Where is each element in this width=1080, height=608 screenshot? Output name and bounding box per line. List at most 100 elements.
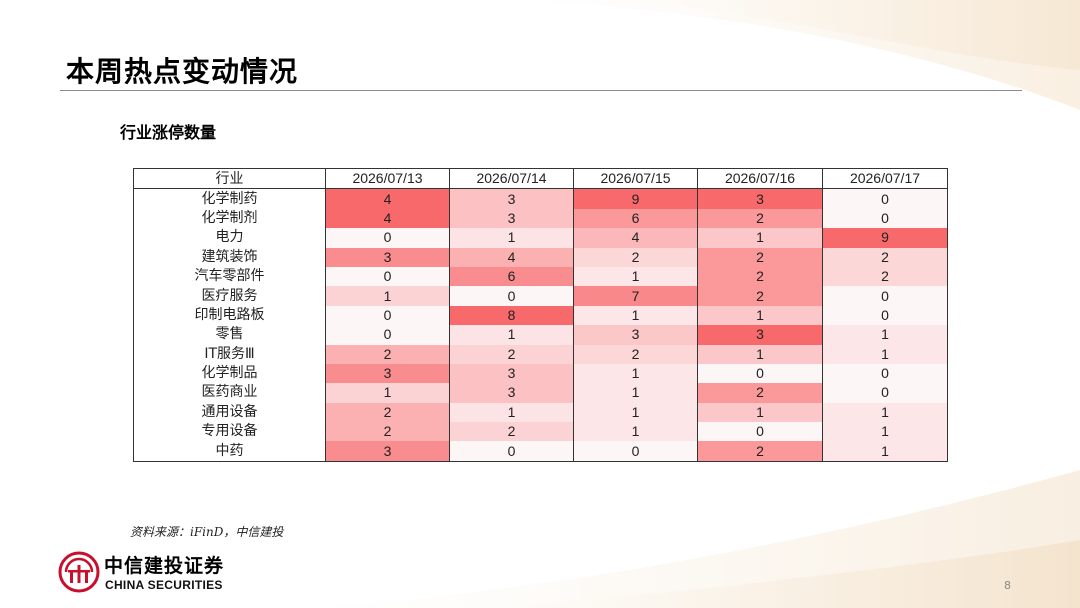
industry-label: 中药	[133, 441, 326, 462]
heat-cell: 3	[325, 247, 450, 267]
heat-cell: 0	[325, 305, 450, 326]
heat-cell: 2	[697, 286, 823, 306]
industry-label: 医疗服务	[133, 286, 326, 306]
heat-cell: 0	[697, 363, 823, 384]
industry-label: 化学制药	[133, 188, 326, 209]
heat-cell: 1	[573, 305, 698, 326]
heat-cell: 3	[449, 363, 574, 384]
industry-label: 通用设备	[133, 402, 326, 423]
industry-label: 医药商业	[133, 383, 326, 403]
heat-cell: 9	[822, 228, 948, 248]
heat-cell: 1	[325, 286, 450, 306]
header-date: 2026/07/14	[449, 168, 574, 190]
heat-cell: 3	[573, 325, 698, 345]
heat-cell: 3	[697, 188, 823, 209]
table-row: 中药 3 0 0 2 1	[133, 441, 948, 462]
heat-cell: 3	[449, 208, 574, 229]
page-number: 8	[1004, 579, 1011, 592]
heat-cell: 1	[697, 305, 823, 326]
heat-cell: 6	[449, 266, 574, 287]
heat-cell: 1	[697, 402, 823, 423]
heat-cell: 2	[697, 266, 823, 287]
heat-cell: 2	[697, 383, 823, 403]
table-row: 建筑装饰 3 4 2 2 2	[133, 247, 948, 267]
source-note: 资料来源：iFinD，中信建投	[130, 525, 284, 539]
heat-cell: 0	[822, 188, 948, 209]
industry-label: IT服务Ⅲ	[133, 344, 326, 364]
table-row: 汽车零部件 0 6 1 2 2	[133, 266, 948, 287]
heat-cell: 1	[822, 422, 948, 442]
heat-cell: 1	[697, 344, 823, 364]
heat-cell: 1	[449, 228, 574, 248]
heat-cell: 0	[822, 208, 948, 229]
heat-cell: 1	[325, 383, 450, 403]
industry-label: 电力	[133, 228, 326, 248]
header-date: 2026/07/17	[822, 168, 948, 190]
table-header-row: 行业 2026/07/13 2026/07/14 2026/07/15 2026/07…	[133, 168, 948, 190]
table-row: 印制电路板 0 8 1 1 0	[133, 305, 948, 326]
heat-cell: 1	[822, 402, 948, 423]
heat-cell: 0	[822, 363, 948, 384]
header-date: 2026/07/13	[325, 168, 450, 190]
heat-cell: 2	[573, 247, 698, 267]
heat-cell: 6	[573, 208, 698, 229]
industry-label: 汽车零部件	[133, 266, 326, 287]
heat-cell: 1	[573, 422, 698, 442]
heat-cell: 1	[822, 344, 948, 364]
page-title: 本周热点变动情况	[66, 55, 299, 88]
heat-cell: 0	[822, 383, 948, 403]
industry-label: 专用设备	[133, 422, 326, 442]
heat-cell: 0	[325, 266, 450, 287]
heat-cell: 2	[822, 266, 948, 287]
table-row: 电力 0 1 4 1 9	[133, 228, 948, 248]
heat-cell: 3	[449, 188, 574, 209]
heat-cell: 4	[573, 228, 698, 248]
heat-cell: 3	[449, 383, 574, 403]
heat-cell: 0	[449, 441, 574, 462]
heat-cell: 4	[325, 208, 450, 229]
heat-cell: 0	[449, 286, 574, 306]
industry-label: 建筑装饰	[133, 247, 326, 267]
china-securities-logo-icon	[58, 551, 100, 593]
heat-cell: 2	[325, 402, 450, 423]
table-row: 医药商业 1 3 1 2 0	[133, 383, 948, 403]
heat-cell: 0	[697, 422, 823, 442]
heat-cell: 2	[697, 247, 823, 267]
industry-label: 印制电路板	[133, 305, 326, 326]
heat-cell: 2	[449, 422, 574, 442]
industry-label: 化学制剂	[133, 208, 326, 229]
heat-cell: 2	[697, 208, 823, 229]
heat-cell: 1	[573, 363, 698, 384]
header-industry: 行业	[133, 168, 326, 190]
heat-cell: 1	[822, 441, 948, 462]
table-row: 化学制药 4 3 9 3 0	[133, 188, 948, 209]
heat-cell: 1	[449, 325, 574, 345]
table-row: 通用设备 2 1 1 1 1	[133, 402, 948, 423]
table-row: 化学制剂 4 3 6 2 0	[133, 208, 948, 229]
heat-cell: 7	[573, 286, 698, 306]
logo-english-name: CHINA SECURITIES	[105, 578, 223, 592]
heat-cell: 9	[573, 188, 698, 209]
header-date: 2026/07/15	[573, 168, 698, 190]
heat-cell: 2	[697, 441, 823, 462]
heat-cell: 0	[325, 325, 450, 345]
table-row: 专用设备 2 2 1 0 1	[133, 422, 948, 442]
heat-cell: 2	[822, 247, 948, 267]
heat-cell: 1	[573, 402, 698, 423]
table-body: 化学制药 4 3 9 3 0 化学制剂 4 3 6 2 0 电力 0 1 4 1 9 建筑装饰 3 4 2 2 2 汽车零部件 0…	[133, 188, 948, 462]
heat-cell: 2	[449, 344, 574, 364]
heat-cell: 8	[449, 305, 574, 326]
heat-cell: 1	[449, 402, 574, 423]
company-logo: 中信建投证券 CHINA SECURITIES	[58, 551, 248, 595]
heat-cell: 2	[573, 344, 698, 364]
heat-cell: 4	[449, 247, 574, 267]
table-row: 零售 0 1 3 3 1	[133, 325, 948, 345]
heat-cell: 2	[325, 422, 450, 442]
industry-label: 零售	[133, 325, 326, 345]
table-row: IT服务Ⅲ 2 2 2 1 1	[133, 344, 948, 364]
title-divider	[60, 90, 1022, 91]
heat-cell: 3	[697, 325, 823, 345]
heat-cell: 3	[325, 363, 450, 384]
header-date: 2026/07/16	[697, 168, 823, 190]
heat-cell: 1	[573, 266, 698, 287]
